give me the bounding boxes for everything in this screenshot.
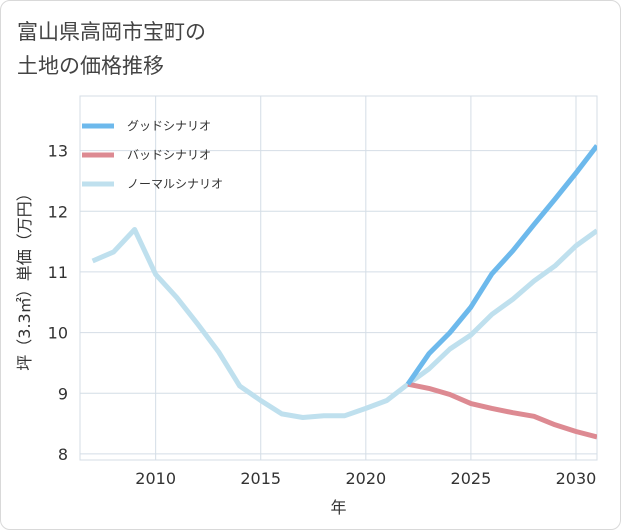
series-line-bad <box>407 381 597 440</box>
chart-title: 富山県高岡市宝町の 土地の価格推移 <box>17 15 206 83</box>
tick-labels: 8 9 10 11 12 13 2010 2015 2020 2025 2030 <box>48 142 597 488</box>
x-tick-label: 2020 <box>345 469 386 488</box>
y-tick-label: 13 <box>48 142 68 161</box>
legend-item-good[interactable]: グッドシナリオ <box>82 119 211 133</box>
legend-label: ノーマルシナリオ <box>127 177 223 191</box>
legend-label: バッドシナリオ <box>127 148 211 162</box>
series-line-normal <box>91 227 597 420</box>
y-tick-label: 10 <box>48 324 68 343</box>
series-lines <box>91 144 597 440</box>
x-axis-label: 年 <box>330 498 346 517</box>
y-tick-label: 11 <box>48 263 68 282</box>
legend-item-normal[interactable]: ノーマルシナリオ <box>82 177 223 191</box>
series-line-good <box>405 144 597 386</box>
x-tick-label: 2025 <box>451 469 492 488</box>
title-line-2: 土地の価格推移 <box>17 54 164 78</box>
legend-item-bad[interactable]: バッドシナリオ <box>82 148 211 162</box>
y-tick-label: 9 <box>58 384 68 403</box>
y-axis-label: 坪（3.3㎡）単価（万円） <box>15 185 34 370</box>
x-tick-label: 2015 <box>240 469 281 488</box>
y-tick-label: 12 <box>48 202 68 221</box>
y-tick-label: 8 <box>58 445 68 464</box>
title-line-1: 富山県高岡市宝町の <box>17 20 206 44</box>
x-tick-label: 2010 <box>135 469 176 488</box>
legend-label: グッドシナリオ <box>127 119 211 133</box>
x-tick-label: 2030 <box>556 469 597 488</box>
plot-frame <box>79 95 598 461</box>
